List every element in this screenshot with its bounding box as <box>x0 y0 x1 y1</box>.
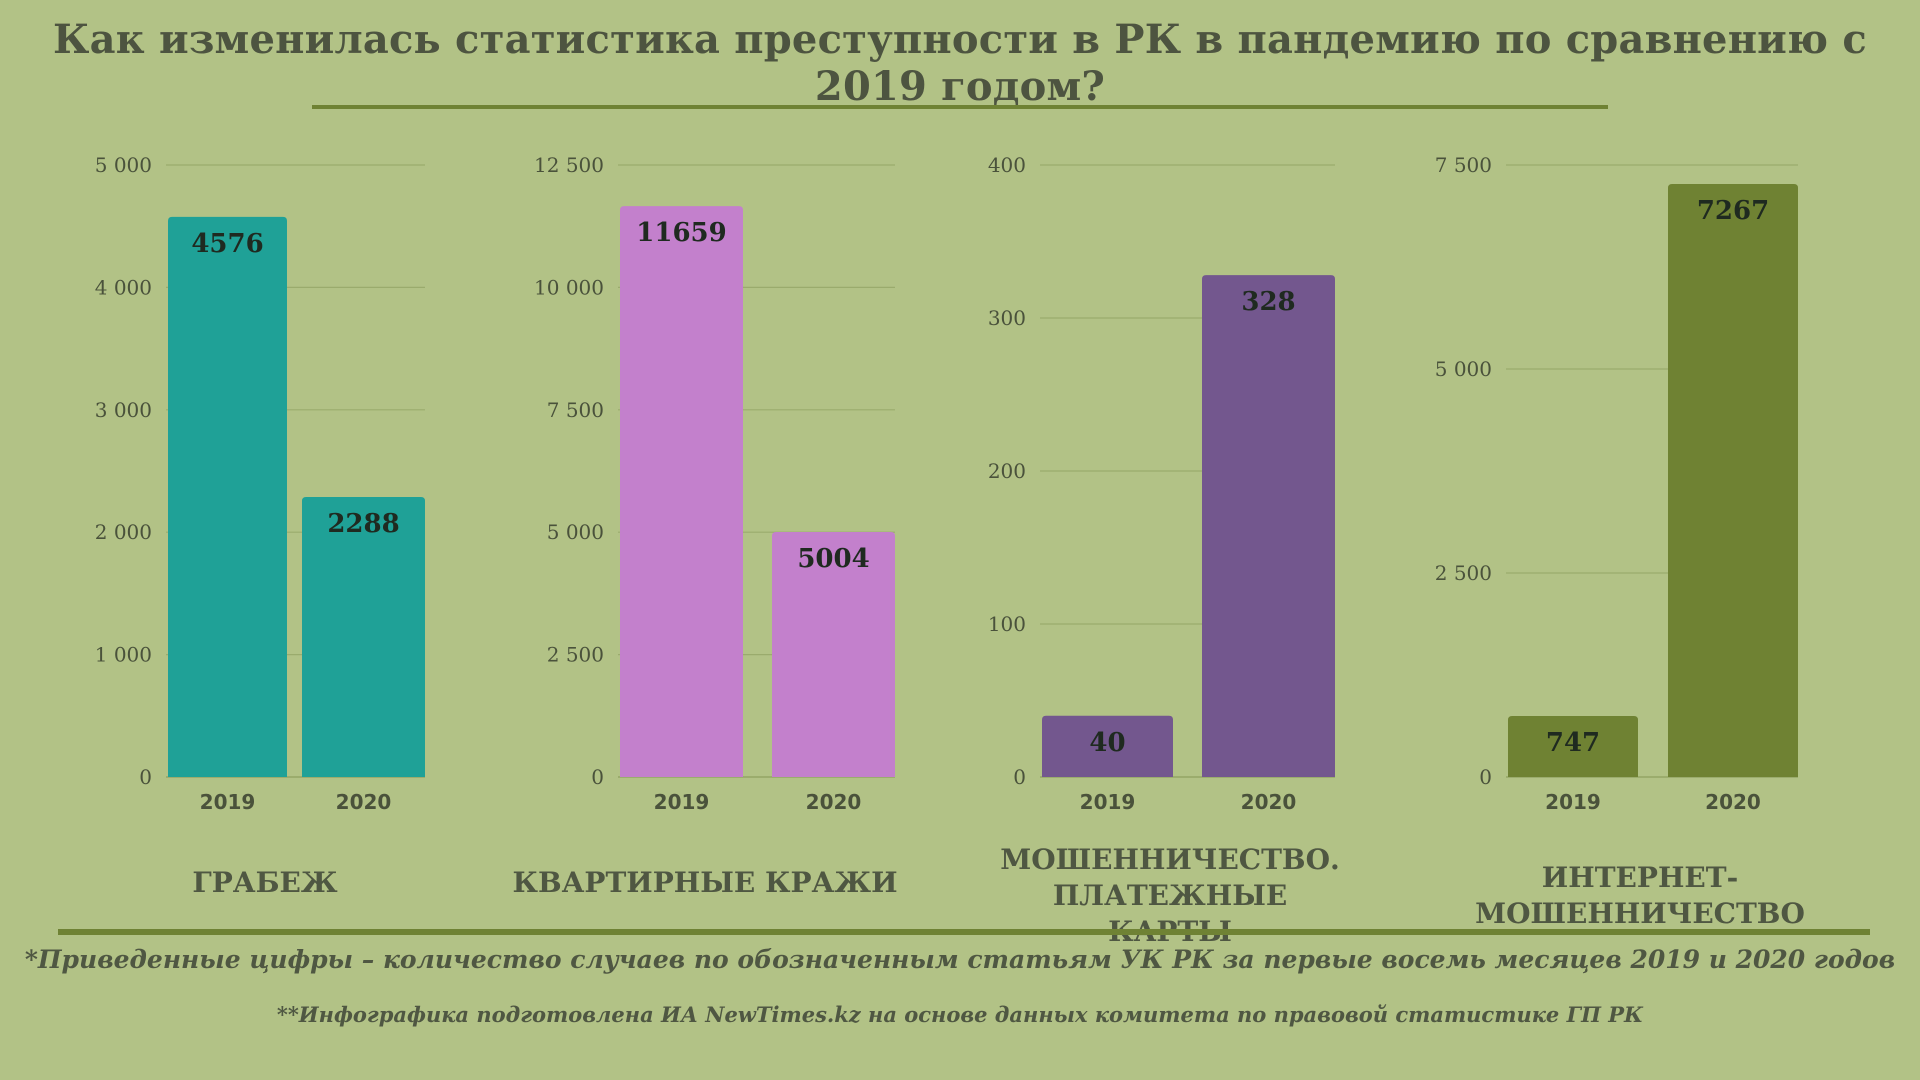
y-tick-label: 5 000 <box>1435 357 1492 381</box>
bar-value-label: 2288 <box>327 509 399 539</box>
bar-value-label: 40 <box>1089 728 1125 758</box>
y-tick-label: 0 <box>1479 765 1492 789</box>
y-tick-label: 10 000 <box>534 275 604 299</box>
bar-value-label: 4576 <box>191 229 263 259</box>
bar-2020 <box>1668 184 1798 777</box>
y-tick-label: 2 000 <box>95 520 152 544</box>
chart-card-fraud: 0 100 200 300 400 40 2019 328 2020 МОШЕННИЧЕСТВО… <box>960 140 1360 948</box>
title-divider <box>312 105 1608 109</box>
y-tick-label: 0 <box>591 765 604 789</box>
y-tick-label: 3 000 <box>95 398 152 422</box>
bar-2020 <box>302 496 425 777</box>
chart-apartment-theft-title: КВАРТИРНЫЕ КРАЖИ <box>512 866 898 899</box>
bar-2019 <box>1042 715 1173 777</box>
chart-apartment-theft: 0 2 500 5 000 7 500 10 000 12 500 11659 2019 500… <box>500 140 900 899</box>
chart-internet-fraud-plot: 0 2 500 5 000 7 500 747 2019 7267 2020 <box>1435 153 1798 814</box>
bar-2020 <box>1202 275 1335 777</box>
bar-value-label: 11659 <box>636 218 726 248</box>
bar-2020 <box>772 532 895 777</box>
bar-value-label: 7267 <box>1697 196 1769 226</box>
chart-robbery-plot: 0 1 000 2 000 3 000 4 000 5 000 4576 2019 2288 20… <box>95 153 425 814</box>
chart-robbery-title: ГРАБЕЖ <box>192 866 338 899</box>
page-title: Как изменилась статистика преступности в… <box>53 16 1867 110</box>
x-tick-label: 2020 <box>806 790 862 814</box>
y-tick-label: 1 000 <box>95 643 152 667</box>
x-tick-label: 2020 <box>336 790 392 814</box>
y-tick-label: 100 <box>988 612 1026 636</box>
bar-2019 <box>168 216 287 778</box>
y-tick-label: 0 <box>139 765 152 789</box>
chart-card-fraud-title-line-1: МОШЕННИЧЕСТВО. <box>1000 843 1340 876</box>
chart-robbery: 0 1 000 2 000 3 000 4 000 5 000 4576 2019 2288 20… <box>80 140 440 899</box>
bar-value-label: 5004 <box>797 544 869 574</box>
footnote-scope: *Приведенные цифры – количество случаев … <box>24 945 1896 974</box>
footer-divider <box>58 929 1870 935</box>
y-tick-label: 0 <box>1013 765 1026 789</box>
x-tick-label: 2019 <box>200 790 256 814</box>
chart-internet-fraud-title: ИНТЕРНЕТ-МОШЕННИЧЕСТВО <box>1475 861 1805 930</box>
chart-card-fraud-plot: 0 100 200 300 400 40 2019 328 2020 <box>988 153 1335 814</box>
y-tick-label: 400 <box>988 153 1026 177</box>
bar-value-label: 328 <box>1241 287 1295 317</box>
x-tick-label: 2019 <box>1080 790 1136 814</box>
bar-2019 <box>620 206 743 777</box>
y-tick-label: 2 500 <box>547 643 604 667</box>
bar-2019 <box>1508 716 1638 777</box>
x-tick-label: 2020 <box>1705 790 1761 814</box>
y-tick-label: 5 000 <box>547 520 604 544</box>
y-tick-label: 7 500 <box>547 398 604 422</box>
y-tick-label: 300 <box>988 306 1026 330</box>
y-tick-label: 4 000 <box>95 275 152 299</box>
y-tick-label: 7 500 <box>1435 153 1492 177</box>
x-tick-label: 2020 <box>1241 790 1297 814</box>
chart-card-fraud-title-line-2: ПЛАТЕЖНЫЕ КАРТЫ <box>1052 879 1288 948</box>
y-tick-label: 5 000 <box>95 153 152 177</box>
footnote-source: **Инфографика подготовлена ИА NewTimes.k… <box>276 1002 1644 1027</box>
x-tick-label: 2019 <box>1545 790 1601 814</box>
y-tick-label: 12 500 <box>534 153 604 177</box>
chart-apartment-theft-plot: 0 2 500 5 000 7 500 10 000 12 500 11659 2019 500… <box>534 153 895 814</box>
bar-value-label: 747 <box>1546 728 1600 758</box>
y-tick-label: 2 500 <box>1435 561 1492 585</box>
x-tick-label: 2019 <box>654 790 710 814</box>
chart-internet-fraud: 0 2 500 5 000 7 500 747 2019 7267 2020 ИНТЕРНЕТ… <box>1420 140 1840 930</box>
y-tick-label: 200 <box>988 459 1026 483</box>
